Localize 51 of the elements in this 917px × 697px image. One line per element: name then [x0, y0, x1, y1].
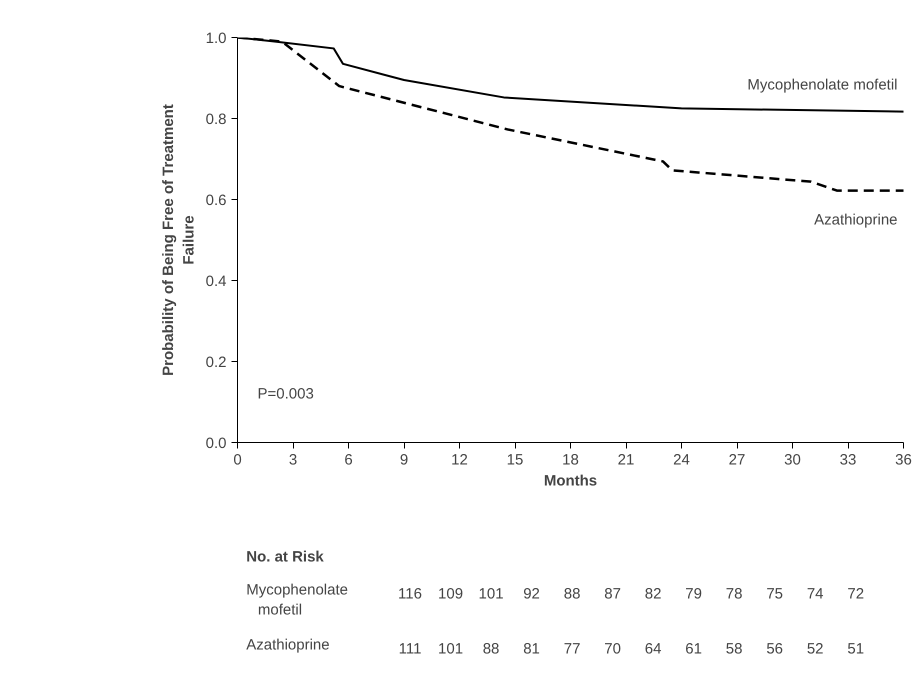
text: 77: [564, 640, 580, 658]
text: 111: [398, 640, 422, 658]
x-tick-label: 15: [506, 452, 524, 468]
x-tick-label: 9: [400, 452, 408, 468]
x-tick-label: 18: [562, 452, 579, 468]
text: 92: [523, 586, 540, 602]
text: 79: [685, 586, 702, 602]
x-tick-label: 6: [344, 452, 353, 468]
text: 81: [523, 640, 540, 658]
text: 82: [644, 586, 662, 602]
text: 78: [726, 586, 742, 602]
text: 116: [398, 586, 422, 602]
text: 88: [482, 640, 500, 658]
series-label: Azathioprine: [814, 212, 898, 229]
y-tick-label: 1.0: [206, 30, 227, 47]
text: 75: [766, 586, 784, 602]
x-tick-label: 30: [784, 452, 801, 468]
text: 64: [644, 640, 662, 658]
text: 61: [685, 640, 702, 658]
x-tick-label: 12: [451, 452, 468, 468]
text: 56: [766, 640, 784, 658]
y-tick-label: 0.8: [206, 111, 227, 128]
text: 51: [847, 640, 864, 658]
text: 58: [726, 640, 742, 658]
text: 88: [564, 586, 580, 602]
text: 87: [604, 586, 621, 602]
text: 72: [847, 586, 864, 602]
text: 74: [806, 586, 824, 602]
x-tick-label: 36: [895, 452, 912, 468]
y-tick-label: 0.0: [206, 435, 227, 452]
x-tick-label: 24: [673, 452, 690, 468]
text: Mycophenolate mofetil: [246, 582, 348, 618]
x-tick-label: 0: [233, 452, 242, 468]
text: 52: [806, 640, 824, 658]
text: 70: [604, 640, 621, 658]
x-tick-label: 3: [288, 452, 298, 468]
annotation: P=0.003: [258, 386, 314, 402]
x-tick-label: 27: [728, 452, 746, 468]
y-tick-label: 0.4: [206, 273, 227, 290]
series-label: Mycophenolate mofetil: [747, 76, 898, 94]
text: No. at Risk: [246, 548, 324, 566]
text: 101: [478, 586, 504, 602]
text: 101: [438, 640, 464, 658]
x-axis-title: Months: [544, 472, 598, 490]
x-tick-label: 33: [840, 452, 856, 468]
text: 109: [438, 586, 464, 602]
y-tick-label: 0.2: [206, 354, 227, 371]
y-tick-label: 0.6: [206, 192, 227, 209]
y-axis-title: Probability of Being Free of Treatment Failure: [160, 104, 198, 376]
text: Azathioprine: [246, 636, 330, 654]
x-tick-label: 21: [618, 452, 634, 468]
